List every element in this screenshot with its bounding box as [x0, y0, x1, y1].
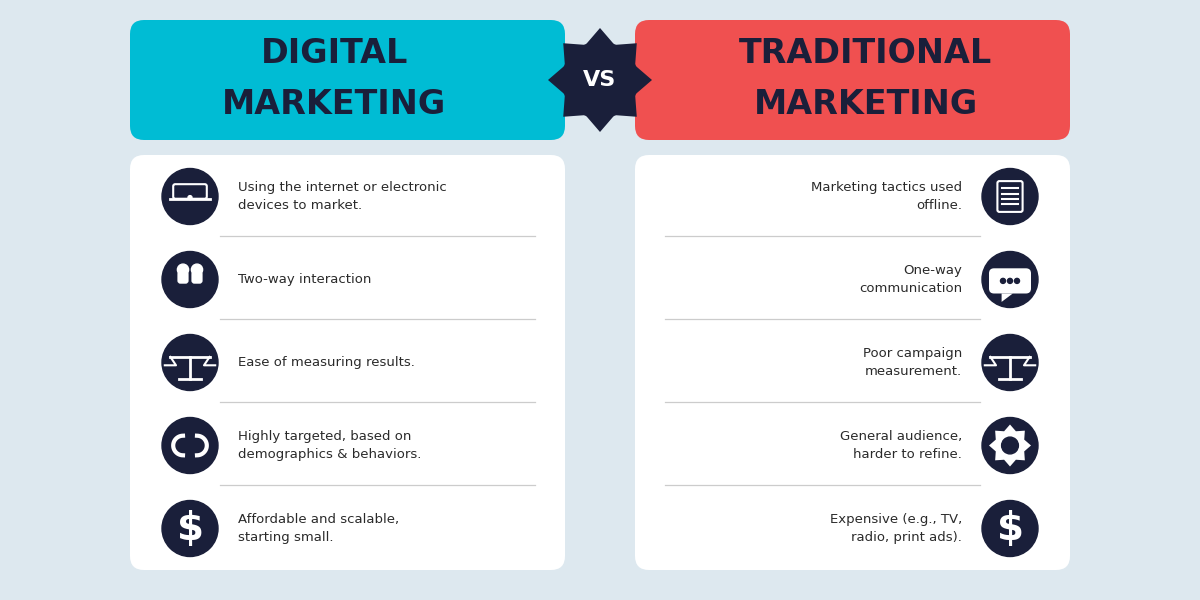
Circle shape [982, 335, 1038, 391]
Circle shape [1001, 278, 1006, 283]
Text: MARKETING: MARKETING [222, 88, 446, 121]
Text: Affordable and scalable,
starting small.: Affordable and scalable, starting small. [238, 513, 400, 544]
Circle shape [982, 418, 1038, 473]
Polygon shape [989, 425, 1031, 467]
Circle shape [1002, 437, 1019, 454]
Text: General audience,
harder to refine.: General audience, harder to refine. [840, 430, 962, 461]
Circle shape [178, 264, 188, 275]
Circle shape [162, 169, 218, 224]
FancyBboxPatch shape [635, 155, 1070, 570]
Text: $: $ [176, 509, 204, 547]
Text: One-way
communication: One-way communication [859, 264, 962, 295]
Text: Ease of measuring results.: Ease of measuring results. [238, 356, 415, 369]
Text: VS: VS [583, 70, 617, 90]
FancyBboxPatch shape [192, 271, 203, 284]
Text: $: $ [996, 509, 1024, 547]
FancyBboxPatch shape [130, 20, 565, 140]
Text: Two-way interaction: Two-way interaction [238, 273, 371, 286]
Polygon shape [548, 28, 652, 132]
Text: Highly targeted, based on
demographics & behaviors.: Highly targeted, based on demographics &… [238, 430, 421, 461]
Text: Poor campaign
measurement.: Poor campaign measurement. [863, 347, 962, 378]
Text: Expensive (e.g., TV,
radio, print ads).: Expensive (e.g., TV, radio, print ads). [829, 513, 962, 544]
FancyBboxPatch shape [130, 155, 565, 570]
Circle shape [1014, 278, 1020, 283]
Circle shape [162, 418, 218, 473]
Polygon shape [1002, 293, 1013, 302]
Circle shape [982, 500, 1038, 557]
FancyBboxPatch shape [989, 268, 1031, 293]
Circle shape [162, 251, 218, 307]
Text: MARKETING: MARKETING [754, 88, 978, 121]
Text: DIGITAL: DIGITAL [260, 37, 408, 70]
Circle shape [1008, 278, 1013, 283]
Text: Marketing tactics used
offline.: Marketing tactics used offline. [811, 181, 962, 212]
Circle shape [162, 500, 218, 557]
Text: TRADITIONAL: TRADITIONAL [739, 37, 992, 70]
FancyBboxPatch shape [635, 20, 1070, 140]
Circle shape [188, 196, 192, 200]
Text: Using the internet or electronic
devices to market.: Using the internet or electronic devices… [238, 181, 446, 212]
Circle shape [192, 264, 203, 275]
Circle shape [982, 251, 1038, 307]
Circle shape [982, 169, 1038, 224]
Circle shape [162, 335, 218, 391]
FancyBboxPatch shape [178, 271, 188, 284]
Circle shape [562, 42, 638, 118]
